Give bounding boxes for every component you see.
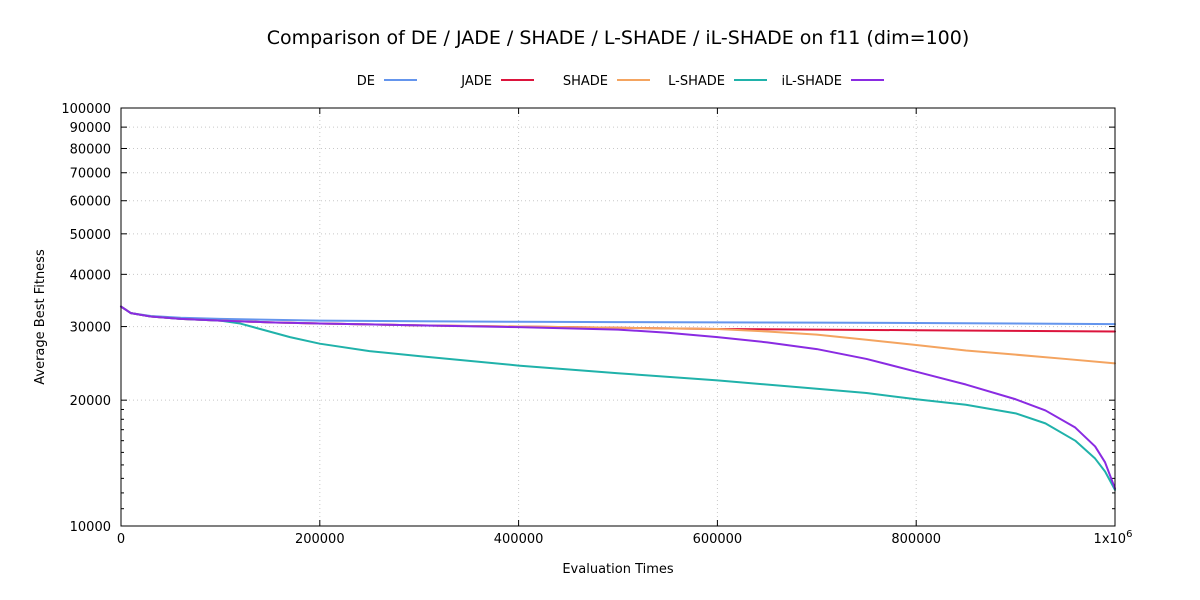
legend-label-jade: JADE — [460, 74, 492, 89]
x-tick-label-text: 200000 — [295, 532, 345, 547]
x-tick-label: 200000 — [295, 532, 345, 547]
y-tick-label: 40000 — [70, 268, 111, 283]
y-tick-label: 90000 — [70, 121, 111, 136]
y-axis-ticks: 10000 20000 30000 40000 50000 60000 70000 80000… — [61, 102, 1115, 535]
y-tick-label: 10000 — [70, 520, 111, 535]
y-tick-label: 30000 — [70, 321, 111, 336]
legend-label-de: DE — [357, 74, 375, 89]
x-tick-label-text: 0 — [117, 532, 125, 547]
plot-border — [120, 107, 1116, 527]
x-tick-label-superscript: 6 — [1126, 529, 1132, 540]
legend-label-l-shade: L-SHADE — [668, 74, 725, 89]
legend-label-il-shade: iL-SHADE — [782, 74, 842, 89]
y-tick-label: 50000 — [70, 228, 111, 243]
y-tick-label: 20000 — [70, 394, 111, 409]
grid — [121, 108, 1115, 526]
x-tick-label: 1x106 — [1094, 529, 1133, 547]
y-tick-label: 70000 — [70, 167, 111, 182]
x-axis-label: Evaluation Times — [562, 562, 674, 577]
y-tick-label: 80000 — [70, 143, 111, 158]
x-tick-label-text: 400000 — [494, 532, 544, 547]
y-tick-label: 60000 — [70, 195, 111, 210]
x-tick-label: 600000 — [693, 532, 743, 547]
y-tick-label: 100000 — [61, 102, 111, 117]
x-tick-label: 800000 — [891, 532, 941, 547]
x-tick-label-text: 600000 — [693, 532, 743, 547]
x-tick-label-text: 800000 — [891, 532, 941, 547]
y-axis-label: Average Best Fitness — [33, 249, 48, 385]
legend: DE JADE SHADE L-SHADE iL-SHADE — [357, 74, 884, 89]
x-tick-label-text: 1x10 — [1094, 532, 1127, 547]
chart-title: Comparison of DE / JADE / SHADE / L-SHAD… — [267, 27, 970, 49]
series-line-il-shade — [120, 305, 1116, 490]
legend-label-shade: SHADE — [563, 74, 608, 89]
x-tick-label: 400000 — [494, 532, 544, 547]
series-lines — [120, 305, 1116, 491]
x-tick-label: 0 — [117, 532, 125, 547]
